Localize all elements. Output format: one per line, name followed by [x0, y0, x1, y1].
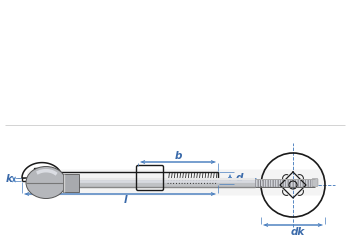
Bar: [255, 178, 315, 186]
Text: k: k: [6, 174, 13, 184]
Text: b: b: [174, 151, 182, 161]
FancyBboxPatch shape: [27, 170, 324, 196]
Text: l: l: [123, 195, 127, 205]
FancyBboxPatch shape: [312, 178, 318, 186]
Bar: [63, 174, 79, 192]
Bar: [66, 178, 79, 186]
Ellipse shape: [26, 166, 66, 198]
Bar: [66, 178, 255, 186]
Text: d: d: [235, 173, 243, 183]
Bar: [58, 172, 218, 184]
Bar: [34, 168, 50, 188]
Text: dk: dk: [291, 227, 305, 237]
